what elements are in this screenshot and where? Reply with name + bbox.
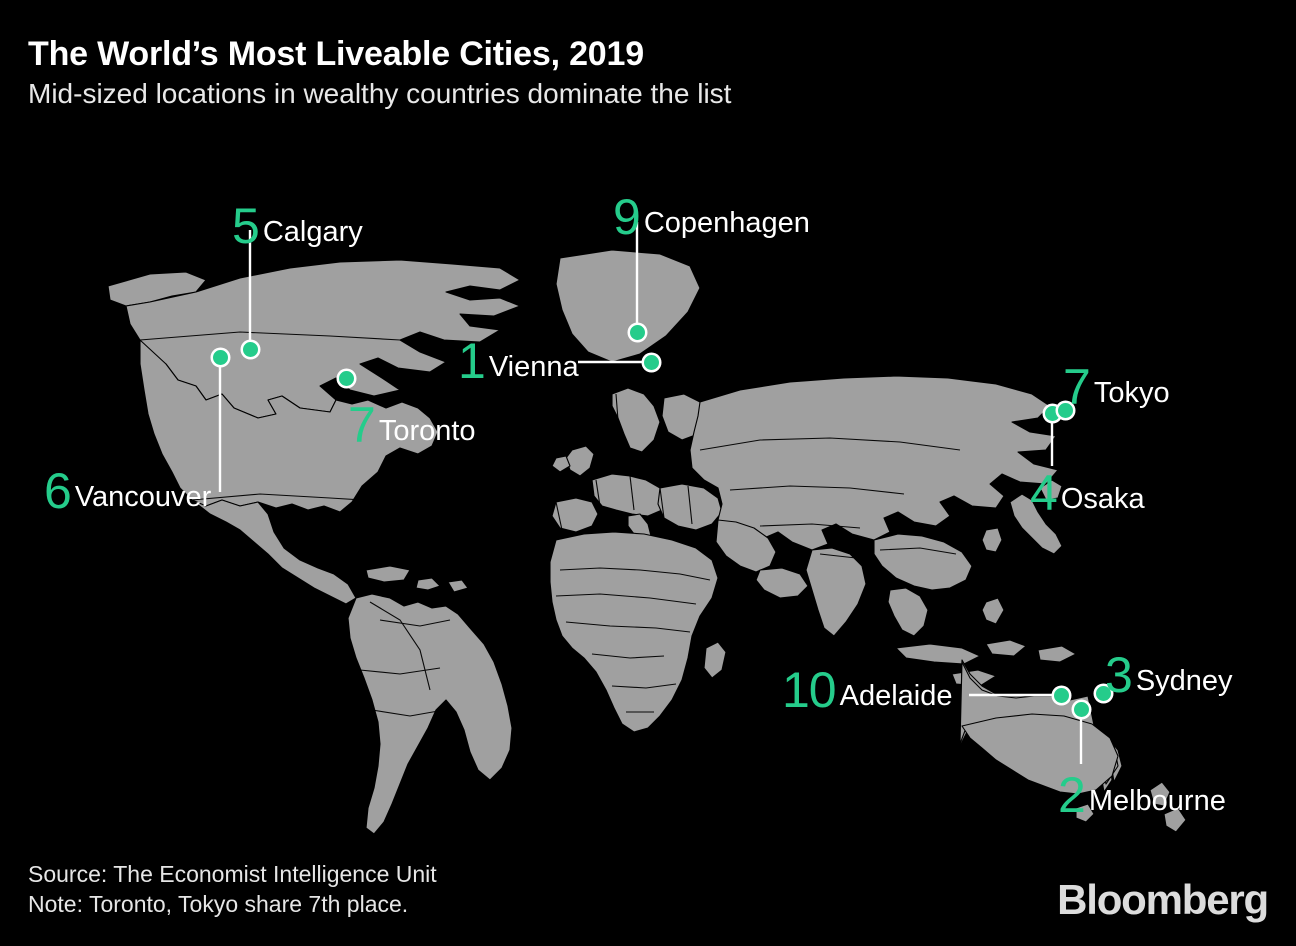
city-label-melbourne[interactable]: 2 Melbourne: [1058, 770, 1226, 820]
city-rank-osaka: 4: [1030, 465, 1058, 521]
city-marker-vienna[interactable]: [643, 354, 659, 370]
city-name-vienna: Vienna: [488, 351, 579, 383]
city-label-adelaide[interactable]: 10 Adelaide: [782, 665, 953, 715]
city-rank-toronto: 7: [348, 397, 376, 453]
city-label-vienna[interactable]: 1 Vienna: [458, 336, 579, 386]
city-name-vancouver: Vancouver: [74, 481, 212, 513]
footer: Source: The Economist Intelligence Unit …: [28, 860, 437, 920]
city-marker-calgary[interactable]: [242, 341, 258, 357]
header: The World’s Most Liveable Cities, 2019 M…: [28, 36, 1268, 110]
city-label-toronto[interactable]: 7 Toronto: [348, 400, 476, 450]
city-name-osaka: Osaka: [1060, 483, 1145, 515]
country-borders: [139, 331, 961, 717]
bloomberg-logo: Bloomberg: [1057, 876, 1269, 923]
city-label-vancouver[interactable]: 6 Vancouver: [44, 466, 211, 516]
city-label-sydney[interactable]: 3 Sydney: [1105, 650, 1233, 700]
city-marker-copenhagen[interactable]: [629, 324, 645, 340]
city-marker-tokyo[interactable]: [1057, 402, 1073, 418]
city-rank-tokyo: 7: [1063, 359, 1091, 415]
source-text: Source: The Economist Intelligence Unit: [28, 861, 437, 888]
city-name-calgary: Calgary: [262, 216, 363, 248]
city-label-tokyo[interactable]: 7 Tokyo: [1063, 362, 1170, 412]
city-rank-calgary: 5: [232, 198, 260, 254]
city-marker-melbourne[interactable]: [1073, 701, 1089, 717]
city-rank-vienna: 1: [458, 333, 486, 389]
city-rank-adelaide: 10: [782, 662, 837, 718]
city-label-osaka[interactable]: 4 Osaka: [1030, 468, 1145, 518]
city-name-adelaide: Adelaide: [839, 680, 953, 712]
city-marker-toronto[interactable]: [338, 370, 354, 386]
city-rank-melbourne: 2: [1058, 767, 1086, 823]
page-subtitle: Mid-sized locations in wealthy countries…: [28, 77, 732, 109]
city-marker-vancouver[interactable]: [212, 349, 228, 365]
city-label-copenhagen[interactable]: 9 Copenhagen: [613, 192, 810, 242]
world-map: [0, 150, 1296, 840]
city-rank-vancouver: 6: [44, 463, 72, 519]
city-name-tokyo: Tokyo: [1093, 377, 1170, 409]
city-marker-adelaide[interactable]: [1053, 687, 1069, 703]
city-name-sydney: Sydney: [1135, 665, 1233, 697]
city-rank-sydney: 3: [1105, 647, 1133, 703]
world-map-svg: [0, 150, 1296, 840]
landmass-group: [107, 249, 1187, 835]
city-rank-copenhagen: 9: [613, 189, 641, 245]
note-text: Note: Toronto, Tokyo share 7th place.: [28, 891, 409, 918]
city-marker-osaka[interactable]: [1044, 405, 1060, 421]
city-name-melbourne: Melbourne: [1088, 785, 1226, 817]
city-label-calgary[interactable]: 5 Calgary: [232, 201, 363, 251]
page-title: The World’s Most Liveable Cities, 2019: [28, 35, 644, 73]
city-name-copenhagen: Copenhagen: [643, 207, 810, 239]
city-name-toronto: Toronto: [378, 415, 476, 447]
city-marker-sydney[interactable]: [1095, 685, 1111, 701]
